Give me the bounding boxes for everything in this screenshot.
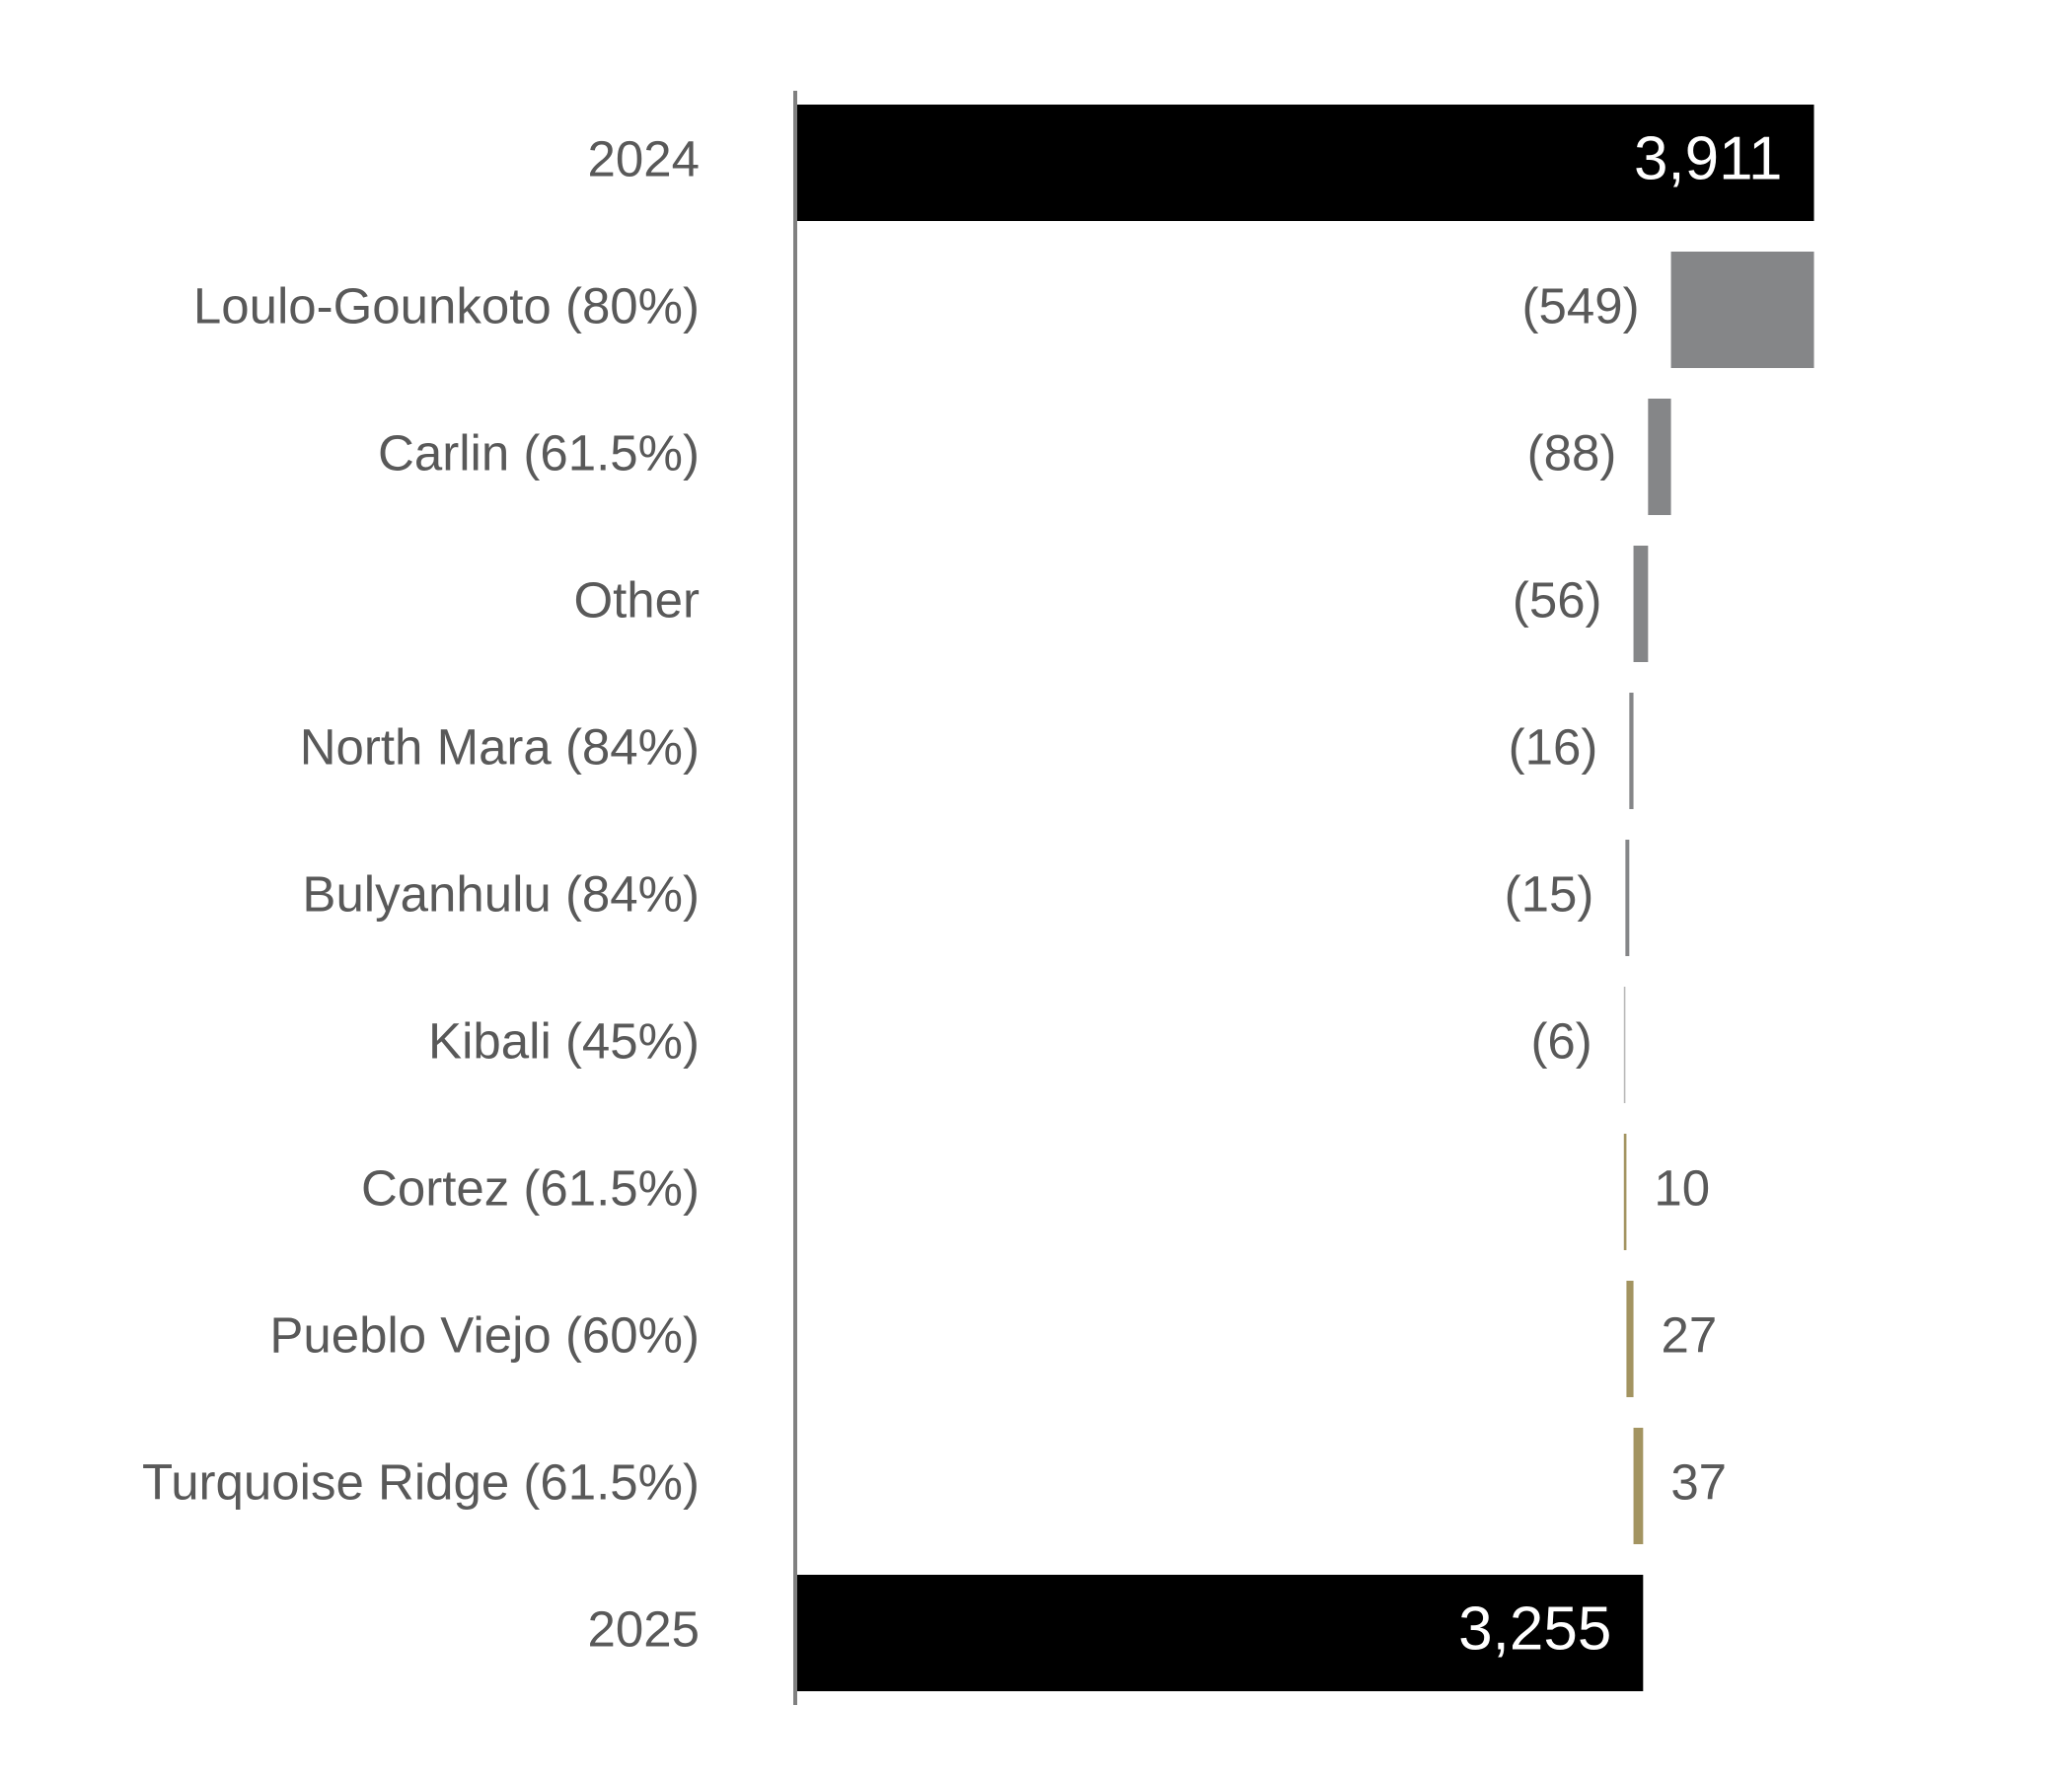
change-bar [1626,1281,1634,1397]
change-bar [1633,546,1649,662]
change-bar [1633,1428,1644,1544]
category-label: Pueblo Viejo (60%) [269,1306,700,1363]
category-label: 2025 [588,1600,700,1657]
change-bar [1648,399,1671,515]
category-label: 2024 [588,130,700,186]
category-label: Other [573,571,700,628]
change-bar [1623,1134,1627,1250]
value-label: (15) [1505,865,1594,922]
value-label: (16) [1509,718,1598,775]
value-label: (6) [1530,1012,1591,1069]
value-label: (56) [1513,571,1602,628]
value-label: (88) [1527,424,1617,481]
value-label: (549) [1522,277,1640,334]
total-bar [795,1575,1644,1691]
category-label: North Mara (84%) [300,718,700,775]
category-label: Turquoise Ridge (61.5%) [142,1453,700,1510]
category-label: Kibali (45%) [428,1012,700,1069]
category-label: Carlin (61.5%) [378,424,700,481]
change-bar [1625,840,1630,956]
value-label: 27 [1662,1306,1718,1363]
value-label: 3,255 [1458,1595,1611,1663]
value-label: 3,911 [1634,124,1783,192]
change-bar [1623,987,1626,1103]
category-label: Cortez (61.5%) [361,1159,700,1216]
value-label: 37 [1670,1453,1727,1510]
change-bar [1670,252,1814,368]
category-label: Loulo-Gounkoto (80%) [193,277,700,334]
value-label: 10 [1654,1159,1710,1216]
total-bar [795,105,1814,221]
category-label: Bulyanhulu (84%) [302,865,700,922]
change-bar [1629,693,1634,809]
